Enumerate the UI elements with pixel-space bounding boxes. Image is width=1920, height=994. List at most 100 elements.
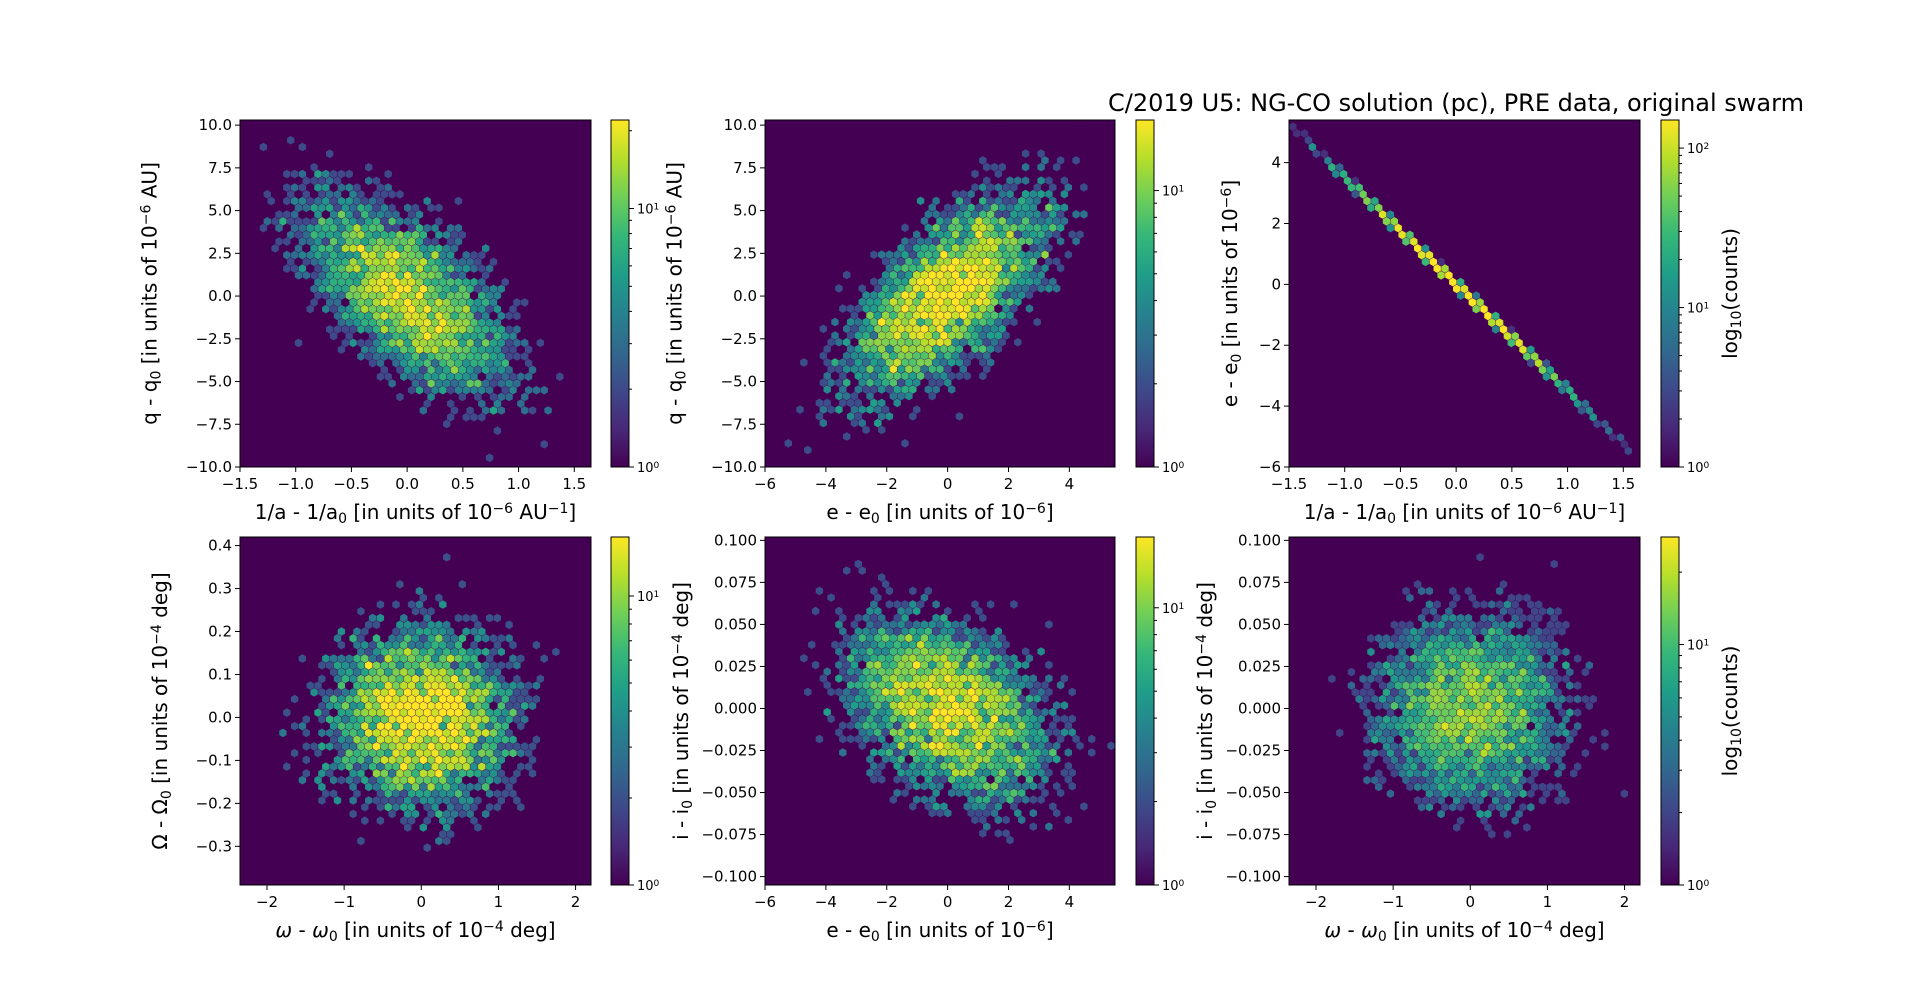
hexbin-cell (870, 223, 878, 232)
hexbin-cell (1382, 217, 1391, 226)
hexbin-cell (850, 714, 859, 724)
hexbin-cell (279, 769, 287, 778)
hexbin-cell (959, 243, 967, 253)
hexbin-cell (431, 721, 439, 731)
hexbin-cell (955, 748, 964, 757)
hexbin-cell (1029, 687, 1037, 697)
hexbin-cell (548, 735, 556, 744)
hexbin-cell (951, 230, 960, 239)
hexbin-cell (376, 264, 385, 273)
hexbin-cell (478, 237, 486, 246)
hexbin-cell (388, 715, 396, 724)
hexbin-cell (341, 836, 349, 846)
hexbin-cell (843, 566, 851, 575)
hexbin-cell (1060, 741, 1069, 751)
hexbin-cell (1523, 728, 1531, 738)
hexbin-cell (951, 606, 960, 616)
hexbin-cell (310, 203, 318, 213)
hexbin-cell (866, 270, 874, 280)
hexbin-cell (1359, 688, 1367, 697)
hexbin-cell (333, 203, 342, 213)
hexbin-cell (1468, 782, 1476, 792)
label-segment: e - e (1218, 363, 1242, 408)
label-segment: −4 (483, 919, 504, 935)
hexbin-cell (878, 734, 886, 744)
hexbin-cell (843, 351, 851, 360)
hexbin-cell (986, 237, 995, 246)
hexbin-cell (513, 338, 521, 348)
hexbin-cell (971, 210, 979, 219)
hexbin-cell (431, 318, 439, 327)
hexbin-cell (1531, 688, 1539, 697)
hexbin-cell (521, 742, 529, 751)
hexbin-cell (493, 667, 502, 677)
hexbin-cell (1014, 176, 1022, 185)
y-tick-label: 0.2 (208, 623, 232, 641)
hexbin-cell (846, 721, 855, 730)
hexbin-cell (874, 324, 882, 334)
hexbin-cell (450, 674, 459, 684)
hexbin-cell (811, 660, 820, 670)
hexbin-cell (932, 640, 940, 649)
x-tick-label: 0 (417, 893, 427, 911)
hexbin-cell (1519, 345, 1527, 354)
hexbin-cell (979, 223, 987, 232)
hexbin-cell (878, 344, 886, 354)
y-tick-label: 0.075 (714, 573, 757, 591)
hexbin-cell (540, 654, 548, 663)
hexbin-cell (517, 412, 525, 422)
hexbin-cell (1566, 694, 1574, 704)
hexbin-cell (862, 317, 870, 327)
hexbin-cell (986, 694, 995, 703)
hexbin-cell (1037, 795, 1045, 804)
hexbin-cell (963, 802, 971, 811)
hexbin-cell (1014, 135, 1022, 145)
hexbin-cell (881, 364, 890, 374)
hexbin-cell (1468, 674, 1476, 684)
hexbin-cell (1472, 857, 1480, 866)
hexbin-cell (446, 694, 455, 704)
hexbin-cell (380, 674, 388, 684)
hexbin-cell (866, 660, 874, 670)
hexbin-cell (843, 364, 851, 374)
hexbin-cell (388, 244, 396, 253)
hexbin-cell (310, 257, 318, 267)
hexbin-cell (1503, 681, 1512, 690)
hexbin-cell (928, 216, 936, 226)
hexbin-cell (1006, 687, 1014, 697)
hexbin-cell (878, 640, 886, 649)
hexbin-cell (431, 613, 439, 623)
hexbin-cell (341, 325, 349, 334)
hexbin-cell (450, 661, 459, 670)
hexbin-cell (1546, 647, 1554, 657)
hexbin-cell (983, 701, 991, 710)
hexbin-cell (1347, 694, 1356, 704)
hexbin-cell (831, 290, 839, 300)
hexbin-cell (1084, 795, 1092, 804)
hexbin-cell (1018, 169, 1026, 179)
hexbin-cell (259, 129, 268, 138)
hexbin-cell (435, 634, 443, 643)
hexbin-cell (454, 721, 463, 731)
hexbin-cell (513, 755, 521, 765)
hexbin-cell (419, 607, 427, 616)
hexbin-cell (1527, 358, 1535, 368)
hexbin-cell (404, 230, 412, 240)
hexbin-cell (1414, 607, 1422, 616)
hexbin-cell (283, 156, 291, 165)
hexbin-cell (372, 190, 381, 199)
hexbin-cell (287, 203, 295, 213)
hexbin-cell (1406, 688, 1414, 697)
hexbin-cell (427, 620, 435, 630)
hexbin-cell (388, 284, 396, 294)
hexbin-cell (427, 769, 435, 778)
hexbin-cell (407, 318, 416, 327)
hexbin-cell (866, 297, 874, 307)
hexbin-cell (924, 586, 932, 596)
hexbin-cell (450, 217, 459, 226)
x-tick-label: −1.5 (1271, 475, 1307, 493)
hexbin-cell (1507, 769, 1515, 778)
hexbin-cell (928, 633, 936, 643)
hexbin-cell (1002, 156, 1010, 165)
hexbin-cell (489, 715, 498, 724)
